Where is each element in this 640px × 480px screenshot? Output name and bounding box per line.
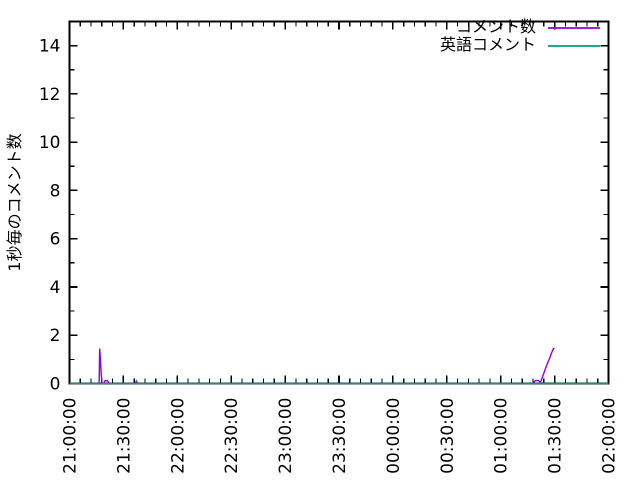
- y-axis-tick-label: 12: [39, 85, 61, 105]
- y-axis-tick-label: 4: [50, 278, 61, 298]
- y-axis-tick-label: 0: [50, 375, 61, 395]
- x-axis-tick-label: 00:30:00: [438, 398, 458, 474]
- series-line-1: [69, 347, 555, 385]
- x-axis-ticks: [68, 21, 610, 384]
- x-axis-tick-label: 22:30:00: [222, 398, 242, 474]
- x-axis-tick-label: 01:00:00: [492, 398, 512, 474]
- y-axis-tick-label: 8: [50, 181, 61, 201]
- x-axis-tick-label: 22:00:00: [168, 398, 188, 474]
- x-axis-tick-label: 01:30:00: [546, 398, 566, 474]
- y-axis-tick-label: 14: [39, 37, 61, 57]
- x-axis-tick-label: 21:30:00: [114, 398, 134, 474]
- x-axis-tick-labels: 21:00:00 21:30:00 22:00:00 22:30:00 23:00:00…: [61, 398, 620, 474]
- x-axis-tick-label: 00:00:00: [384, 398, 404, 474]
- x-axis-tick-label: 21:00:00: [61, 398, 81, 474]
- y-axis-tick-labels: 0 2 4 6 8 10 12 14: [39, 37, 61, 395]
- y-axis-tick-label: 10: [39, 133, 61, 153]
- legend-label-2: 英語コメント: [440, 35, 536, 54]
- y-axis-title-text: 1秒毎のコメント数: [5, 133, 24, 271]
- plot-frame: [68, 20, 610, 385]
- data-series-group: [69, 347, 609, 385]
- x-axis-tick-label: 02:00:00: [600, 398, 620, 474]
- y-axis-tick-label: 6: [50, 230, 61, 250]
- x-axis-tick-label: 23:00:00: [276, 398, 296, 474]
- y-axis-tick-label: 2: [50, 326, 61, 346]
- y-axis-ticks: [69, 44, 609, 385]
- legend-label-1: コメント数: [456, 17, 536, 36]
- x-axis-tick-label: 23:30:00: [330, 398, 350, 474]
- y-axis-title: 1秒毎のコメント数: [5, 133, 24, 271]
